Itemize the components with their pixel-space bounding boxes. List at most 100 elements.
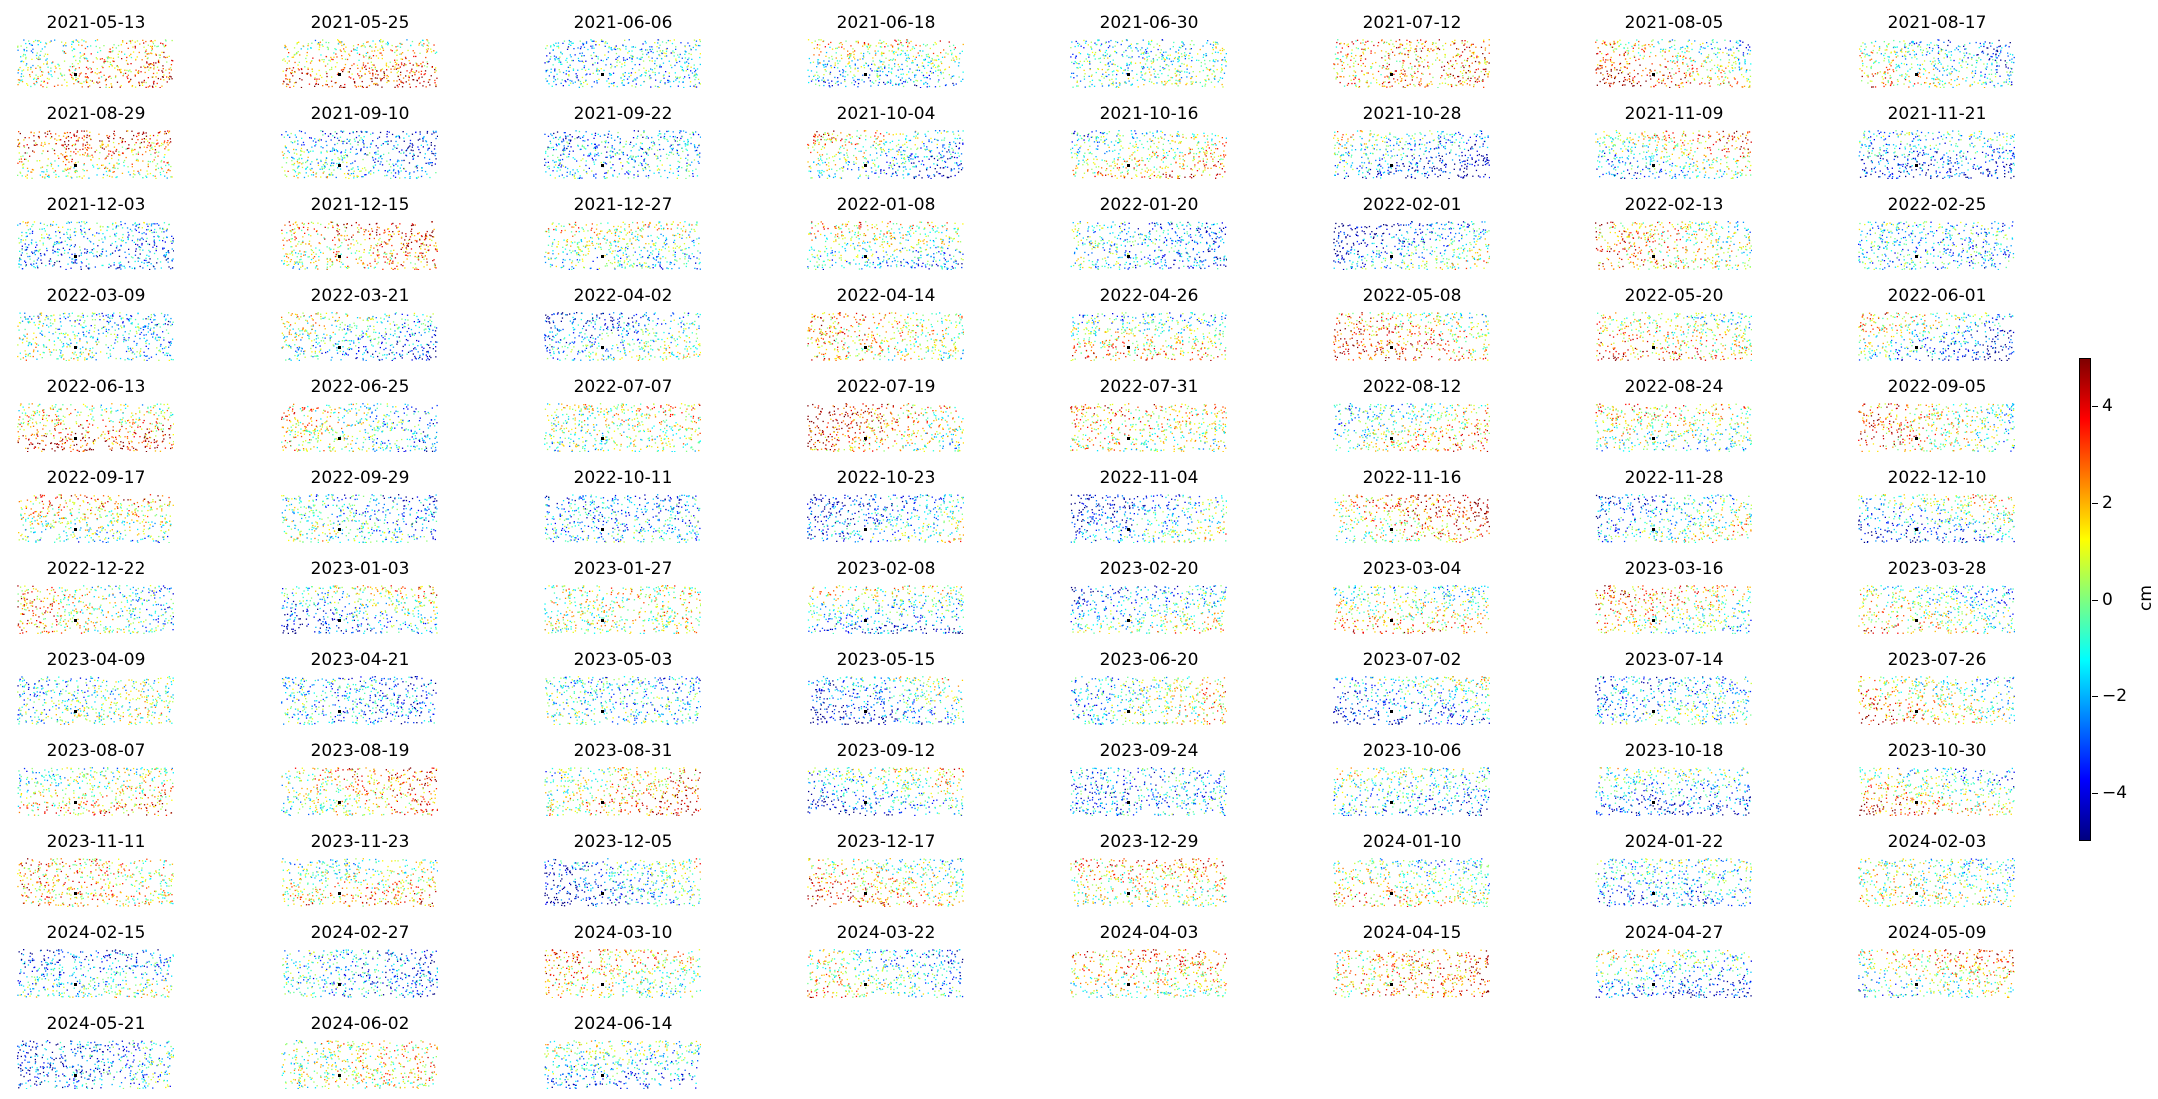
scatter-point [917, 52, 919, 54]
panel-scatter [1333, 39, 1490, 88]
scatter-point [1743, 85, 1746, 87]
scatter-point [640, 84, 642, 86]
scatter-point [151, 48, 153, 50]
scatter-point [1707, 45, 1709, 47]
scatter-point [303, 151, 305, 153]
scatter-point [156, 163, 159, 165]
scatter-point [1402, 68, 1405, 71]
scatter-point [1110, 83, 1113, 85]
scatter-point [1944, 53, 1946, 55]
scatter-point [1749, 75, 1752, 77]
scatter-point [121, 146, 124, 148]
scatter-point [1715, 53, 1717, 56]
scatter-point [1107, 62, 1110, 64]
scatter-point [62, 154, 64, 156]
scatter-point [836, 81, 838, 83]
scatter-point [35, 67, 37, 69]
scatter-point [1183, 63, 1185, 65]
scatter-point [831, 80, 833, 82]
scatter-point [1971, 56, 1973, 59]
scatter-point [1920, 41, 1922, 43]
scatter-point [1726, 52, 1728, 55]
scatter-point [323, 59, 325, 61]
scatter-point [143, 132, 145, 134]
scatter-point [414, 74, 416, 76]
scatter-point [49, 137, 52, 139]
scatter-point [387, 80, 389, 82]
scatter-point [1148, 80, 1151, 83]
scatter-point [665, 52, 667, 55]
scatter-point [386, 74, 388, 77]
scatter-point [892, 52, 895, 54]
scatter-point [558, 57, 560, 60]
scatter-point [1482, 79, 1484, 81]
scatter-point [322, 39, 324, 41]
scatter-point [1402, 73, 1404, 75]
scatter-point [1472, 51, 1474, 54]
scatter-point [1728, 81, 1730, 83]
scatter-point [1749, 81, 1751, 83]
scatter-point [1890, 62, 1892, 64]
scatter-point [434, 71, 436, 73]
scatter-point [696, 74, 698, 76]
scatter-point [1422, 43, 1424, 45]
scatter-point [301, 72, 303, 74]
scatter-point [17, 162, 19, 164]
scatter-point [1651, 63, 1653, 65]
scatter-point [356, 52, 359, 54]
scatter-point [688, 57, 690, 59]
scatter-point [1464, 48, 1466, 51]
scatter-point [1633, 44, 1635, 46]
scatter-point [152, 134, 155, 137]
scatter-point [368, 56, 370, 58]
scatter-point [1664, 58, 1666, 60]
scatter-point [416, 164, 419, 167]
scatter-point [1886, 46, 1888, 48]
scatter-point [818, 84, 821, 87]
scatter-point [1682, 63, 1684, 65]
scatter-point [1124, 69, 1126, 71]
scatter-point [1112, 82, 1114, 84]
scatter-point [1933, 65, 1935, 67]
scatter-point [677, 85, 679, 87]
scatter-point [671, 66, 673, 69]
scatter-point [132, 154, 134, 156]
scatter-point [820, 51, 822, 53]
scatter-point [943, 49, 945, 51]
scatter-point [340, 41, 342, 43]
scatter-point [2011, 68, 2013, 70]
scatter-point [331, 85, 333, 88]
scatter-point [1165, 82, 1167, 84]
scatter-point [157, 134, 159, 137]
scatter-point [831, 85, 833, 87]
scatter-point [1444, 82, 1447, 84]
scatter-point [661, 41, 664, 43]
scatter-point [828, 85, 830, 87]
scatter-point [55, 173, 57, 176]
scatter-point [330, 58, 333, 60]
scatter-point [1734, 61, 1737, 63]
scatter-point [944, 68, 947, 70]
scatter-point [1950, 72, 1952, 75]
scatter-point [1409, 49, 1411, 52]
scatter-point [1716, 66, 1718, 68]
scatter-point [1693, 79, 1696, 81]
scatter-point [1939, 86, 1942, 88]
scatter-point [1410, 47, 1412, 49]
scatter-point [1111, 78, 1113, 80]
scatter-point [1389, 53, 1391, 55]
panel-2021-08-05: 2021-08-05 [1594, 12, 1754, 88]
scatter-point [127, 77, 129, 80]
scatter-point [2001, 47, 2003, 49]
scatter-point [1392, 43, 1394, 45]
scatter-point [690, 53, 692, 56]
scatter-point [600, 68, 602, 70]
scatter-point [165, 69, 167, 71]
scatter-point [168, 149, 170, 151]
scatter-point [1614, 67, 1616, 69]
scatter-point [579, 40, 581, 42]
scatter-point [935, 70, 937, 72]
scatter-point [1926, 77, 1928, 79]
scatter-point [891, 68, 893, 70]
scatter-point [332, 147, 334, 149]
